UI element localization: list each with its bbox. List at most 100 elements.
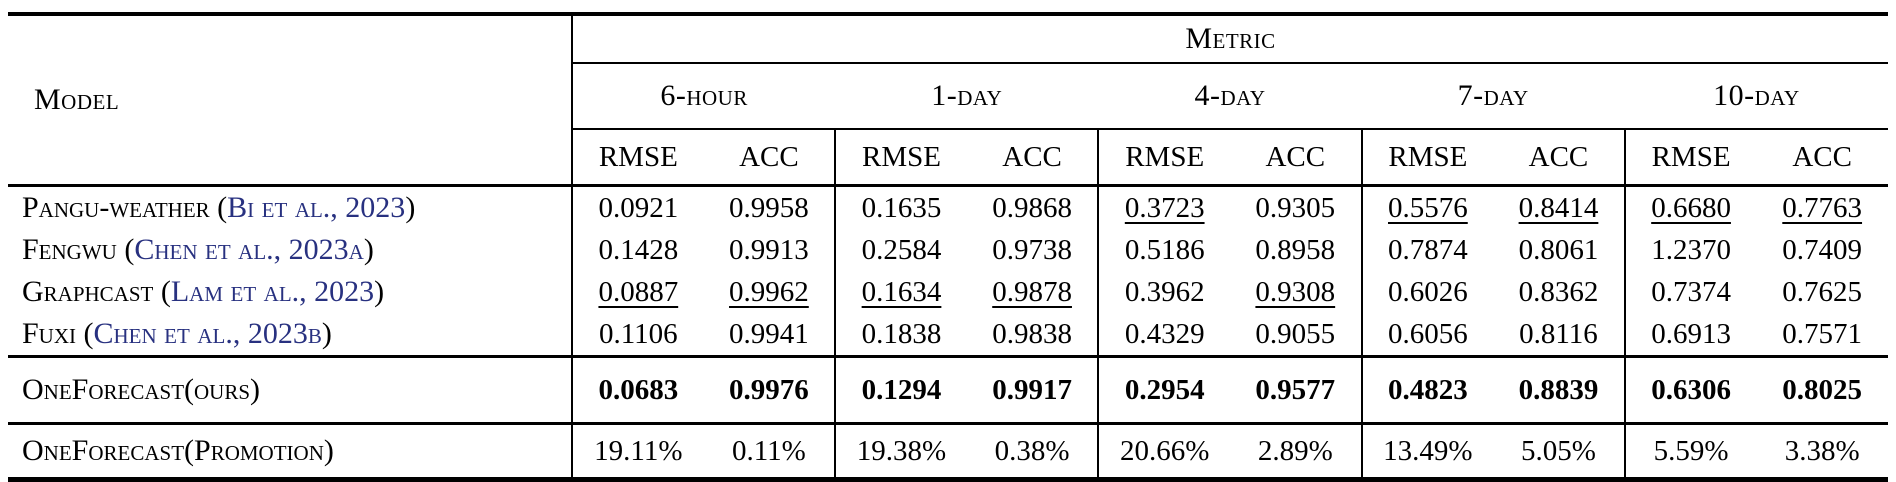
metric-value: 0.8414 [1518, 191, 1599, 224]
model-name: Graphcast (Lam et al., 2023) [8, 271, 572, 313]
metric-value: 0.0921 [571, 185, 704, 229]
metric-value: 0.1635 [834, 185, 967, 229]
metric-value: 0.9878 [992, 275, 1072, 308]
metric-value: 20.66% [1097, 423, 1230, 480]
metric-value: 0.6680 [1623, 185, 1757, 229]
metric-value: 0.9738 [992, 233, 1072, 266]
rmse-header: RMSE [1097, 129, 1230, 187]
metric-value: 3.38% [1784, 434, 1860, 467]
metric-value: 0.6913 [1623, 313, 1757, 358]
metric-value: 0.6026 [1360, 271, 1494, 313]
model-name-text: ) [363, 233, 374, 266]
metric-value: 0.0887 [571, 271, 704, 313]
table-row-oneforecast-ours: OneForecast(ours) 0.0683 0.9976 0.1294 0… [8, 356, 1888, 425]
model-name-text: Fuxi ( [22, 317, 94, 350]
model-metric-comparison-table: Model Metric 6-hour 1-day 4-day 7-day 10… [8, 12, 1888, 482]
metric-value: 0.8116 [1493, 313, 1625, 358]
table-row-oneforecast-promotion: OneForecast(Promotion) 19.11% 0.11% 19.3… [8, 423, 1888, 480]
acc-header: ACC [1229, 129, 1362, 187]
metric-value: 0.7763 [1782, 191, 1863, 224]
metric-value: 5.59% [1623, 423, 1757, 480]
metric-value: 5.05% [1521, 434, 1596, 467]
metric-value: 0.5576 [1360, 185, 1494, 229]
metric-value: 0.9962 [729, 275, 809, 308]
metric-value: 0.0683 [571, 356, 704, 425]
metric-value: 0.4823 [1360, 356, 1494, 425]
table-row-pangu-weather: Pangu-weather (Bi et al., 2023) 0.0921 0… [8, 185, 1888, 230]
metric-value: 0.6306 [1623, 356, 1757, 425]
metric-value: 0.9308 [1255, 275, 1336, 308]
metric-value: 0.7409 [1782, 233, 1863, 266]
rmse-header: RMSE [1360, 129, 1494, 187]
model-name-text: ) [405, 191, 416, 224]
metric-value: 0.6056 [1360, 313, 1494, 358]
model-name-text: Graphcast ( [22, 275, 171, 308]
model-name: Pangu-weather (Bi et al., 2023) [8, 186, 572, 230]
metric-value: 0.1106 [571, 313, 704, 358]
metric-value: 1.2370 [1623, 229, 1757, 271]
model-name: OneForecast(Promotion) [22, 434, 334, 467]
metric-value: 0.9868 [992, 191, 1072, 224]
citation-link[interactable]: Chen et al., 2023a [134, 233, 364, 266]
acc-header: ACC [966, 129, 1099, 187]
table-row-fuxi: Fuxi (Chen et al., 2023b) 0.1106 0.9941 … [8, 313, 1888, 358]
metric-value: 0.9976 [703, 356, 836, 425]
metric-value: 0.8362 [1518, 275, 1599, 308]
metric-value: 0.9958 [729, 191, 809, 224]
metric-value: 0.9917 [966, 356, 1099, 425]
model-name-text: Pangu-weather ( [22, 191, 228, 224]
metric-value: 0.2954 [1097, 356, 1230, 425]
metric-value: 0.8025 [1756, 356, 1888, 425]
metric-value: 0.7374 [1623, 271, 1757, 313]
metric-value: 0.3962 [1097, 271, 1230, 313]
rmse-header: RMSE [571, 129, 704, 187]
citation-link[interactable]: Bi et al., 2023 [227, 191, 406, 224]
table-row-fengwu: Fengwu (Chen et al., 2023a) 0.1428 0.991… [8, 229, 1888, 271]
metric-value: 0.9577 [1229, 356, 1362, 425]
model-name-text: ) [374, 275, 385, 308]
citation-link[interactable]: Chen et al., 2023b [93, 317, 322, 350]
rmse-header: RMSE [1623, 129, 1757, 187]
model-name: OneForecast(ours) [8, 356, 573, 425]
metric-value: 19.38% [834, 423, 967, 480]
metric-value: 2.89% [1257, 434, 1333, 467]
model-name: Fengwu (Chen et al., 2023a) [8, 229, 572, 271]
metric-value: 0.5186 [1097, 229, 1230, 271]
column-group-10-day: 10-day [1624, 63, 1888, 130]
model-column-header: Model [8, 14, 573, 187]
metric-value: 0.9055 [1229, 313, 1362, 358]
acc-header: ACC [703, 129, 836, 187]
column-group-1-day: 1-day [835, 63, 1099, 130]
metric-value: 0.8061 [1518, 233, 1599, 266]
metric-column-header: Metric [571, 14, 1888, 64]
model-name-text: Fengwu ( [22, 233, 135, 266]
metric-value: 0.3723 [1097, 185, 1230, 229]
metric-value: 0.1634 [834, 271, 967, 313]
metric-value: 0.9305 [1255, 191, 1336, 224]
model-name-text: ) [321, 317, 332, 350]
metric-value: 0.7571 [1756, 313, 1888, 358]
metric-value: 0.7625 [1782, 275, 1863, 308]
metric-value: 0.7874 [1360, 229, 1494, 271]
column-group-7-day: 7-day [1361, 63, 1625, 130]
metric-value: 0.9913 [729, 233, 809, 266]
metric-value: 0.8958 [1255, 233, 1336, 266]
metric-value: 0.8839 [1493, 356, 1625, 425]
column-group-6-hour: 6-hour [571, 63, 836, 130]
model-name: Fuxi (Chen et al., 2023b) [8, 313, 573, 358]
metric-value: 0.9941 [703, 313, 836, 358]
metric-value: 0.1294 [834, 356, 967, 425]
metric-value: 0.4329 [1097, 313, 1230, 358]
rmse-header: RMSE [834, 129, 967, 187]
acc-header: ACC [1756, 129, 1888, 187]
metric-value: 0.1428 [571, 229, 704, 271]
metric-value: 19.11% [571, 423, 704, 480]
metric-value: 0.9838 [966, 313, 1099, 358]
column-group-4-day: 4-day [1098, 63, 1362, 130]
metric-value: 0.2584 [834, 229, 967, 271]
metric-value: 0.11% [731, 434, 806, 467]
acc-header: ACC [1493, 129, 1625, 187]
citation-link[interactable]: Lam et al., 2023 [170, 275, 375, 308]
metric-value: 0.38% [994, 434, 1070, 467]
metric-value: 13.49% [1360, 423, 1494, 480]
